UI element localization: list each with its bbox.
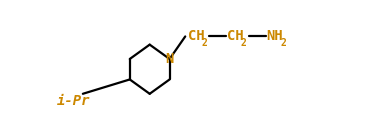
Text: CH: CH [188, 29, 205, 43]
Text: 2: 2 [202, 38, 208, 48]
Text: N: N [166, 52, 174, 66]
Text: NH: NH [266, 29, 283, 43]
Text: 2: 2 [241, 38, 247, 48]
Text: 2: 2 [280, 38, 286, 48]
Text: CH: CH [227, 29, 244, 43]
Text: i-Pr: i-Pr [57, 94, 91, 108]
